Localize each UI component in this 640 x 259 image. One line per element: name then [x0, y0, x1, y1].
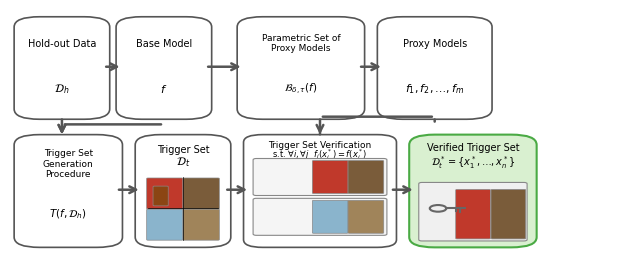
FancyBboxPatch shape — [348, 200, 384, 233]
FancyBboxPatch shape — [253, 198, 387, 235]
FancyBboxPatch shape — [14, 17, 109, 119]
Text: $\mathcal{D}_h$: $\mathcal{D}_h$ — [54, 83, 70, 96]
Text: $\mathcal{D}_t$: $\mathcal{D}_t$ — [176, 155, 190, 169]
Text: Passed: Passed — [272, 172, 303, 182]
FancyBboxPatch shape — [348, 161, 384, 193]
FancyBboxPatch shape — [419, 182, 527, 241]
FancyBboxPatch shape — [147, 209, 183, 240]
FancyBboxPatch shape — [253, 159, 387, 196]
FancyBboxPatch shape — [183, 209, 220, 240]
FancyBboxPatch shape — [116, 17, 212, 119]
Text: Trigger Set
Generation
Procedure: Trigger Set Generation Procedure — [43, 149, 93, 179]
Text: $\mathcal{B}_{\delta,\tau}(f)$: $\mathcal{B}_{\delta,\tau}(f)$ — [284, 82, 317, 97]
FancyBboxPatch shape — [153, 186, 168, 206]
FancyBboxPatch shape — [409, 135, 537, 247]
Text: Trigger Set Verification: Trigger Set Verification — [268, 141, 372, 150]
Text: Rejected: Rejected — [272, 212, 312, 221]
Text: Trigger Set: Trigger Set — [157, 145, 209, 155]
FancyBboxPatch shape — [14, 135, 122, 247]
FancyBboxPatch shape — [424, 189, 455, 239]
Text: $T(f, \mathcal{D}_h)$: $T(f, \mathcal{D}_h)$ — [49, 208, 87, 221]
Text: $f_1, f_2, \ldots, f_m$: $f_1, f_2, \ldots, f_m$ — [405, 83, 465, 96]
Text: $\mathcal{D}_t^* = \{x_1^*, \ldots, x_n^*\}$: $\mathcal{D}_t^* = \{x_1^*, \ldots, x_n^… — [431, 155, 515, 171]
FancyBboxPatch shape — [378, 17, 492, 119]
FancyBboxPatch shape — [312, 161, 348, 193]
FancyBboxPatch shape — [312, 200, 348, 233]
Text: Proxy Models: Proxy Models — [403, 39, 467, 49]
Text: Base Model: Base Model — [136, 39, 192, 49]
FancyBboxPatch shape — [147, 178, 183, 209]
Text: s.t. $\forall i, \forall j$  $f_i(x_j^*)=f(x_j^*)$: s.t. $\forall i, \forall j$ $f_i(x_j^*)=… — [272, 148, 368, 163]
Text: Parametric Set of
Proxy Models: Parametric Set of Proxy Models — [262, 34, 340, 53]
FancyBboxPatch shape — [456, 189, 490, 239]
FancyBboxPatch shape — [244, 135, 396, 247]
FancyBboxPatch shape — [183, 178, 220, 209]
FancyBboxPatch shape — [491, 189, 525, 239]
Text: Hold-out Data: Hold-out Data — [28, 39, 96, 49]
Text: Verified Trigger Set: Verified Trigger Set — [427, 143, 519, 153]
Text: $f$: $f$ — [160, 83, 168, 95]
FancyBboxPatch shape — [237, 17, 365, 119]
FancyBboxPatch shape — [135, 135, 231, 247]
